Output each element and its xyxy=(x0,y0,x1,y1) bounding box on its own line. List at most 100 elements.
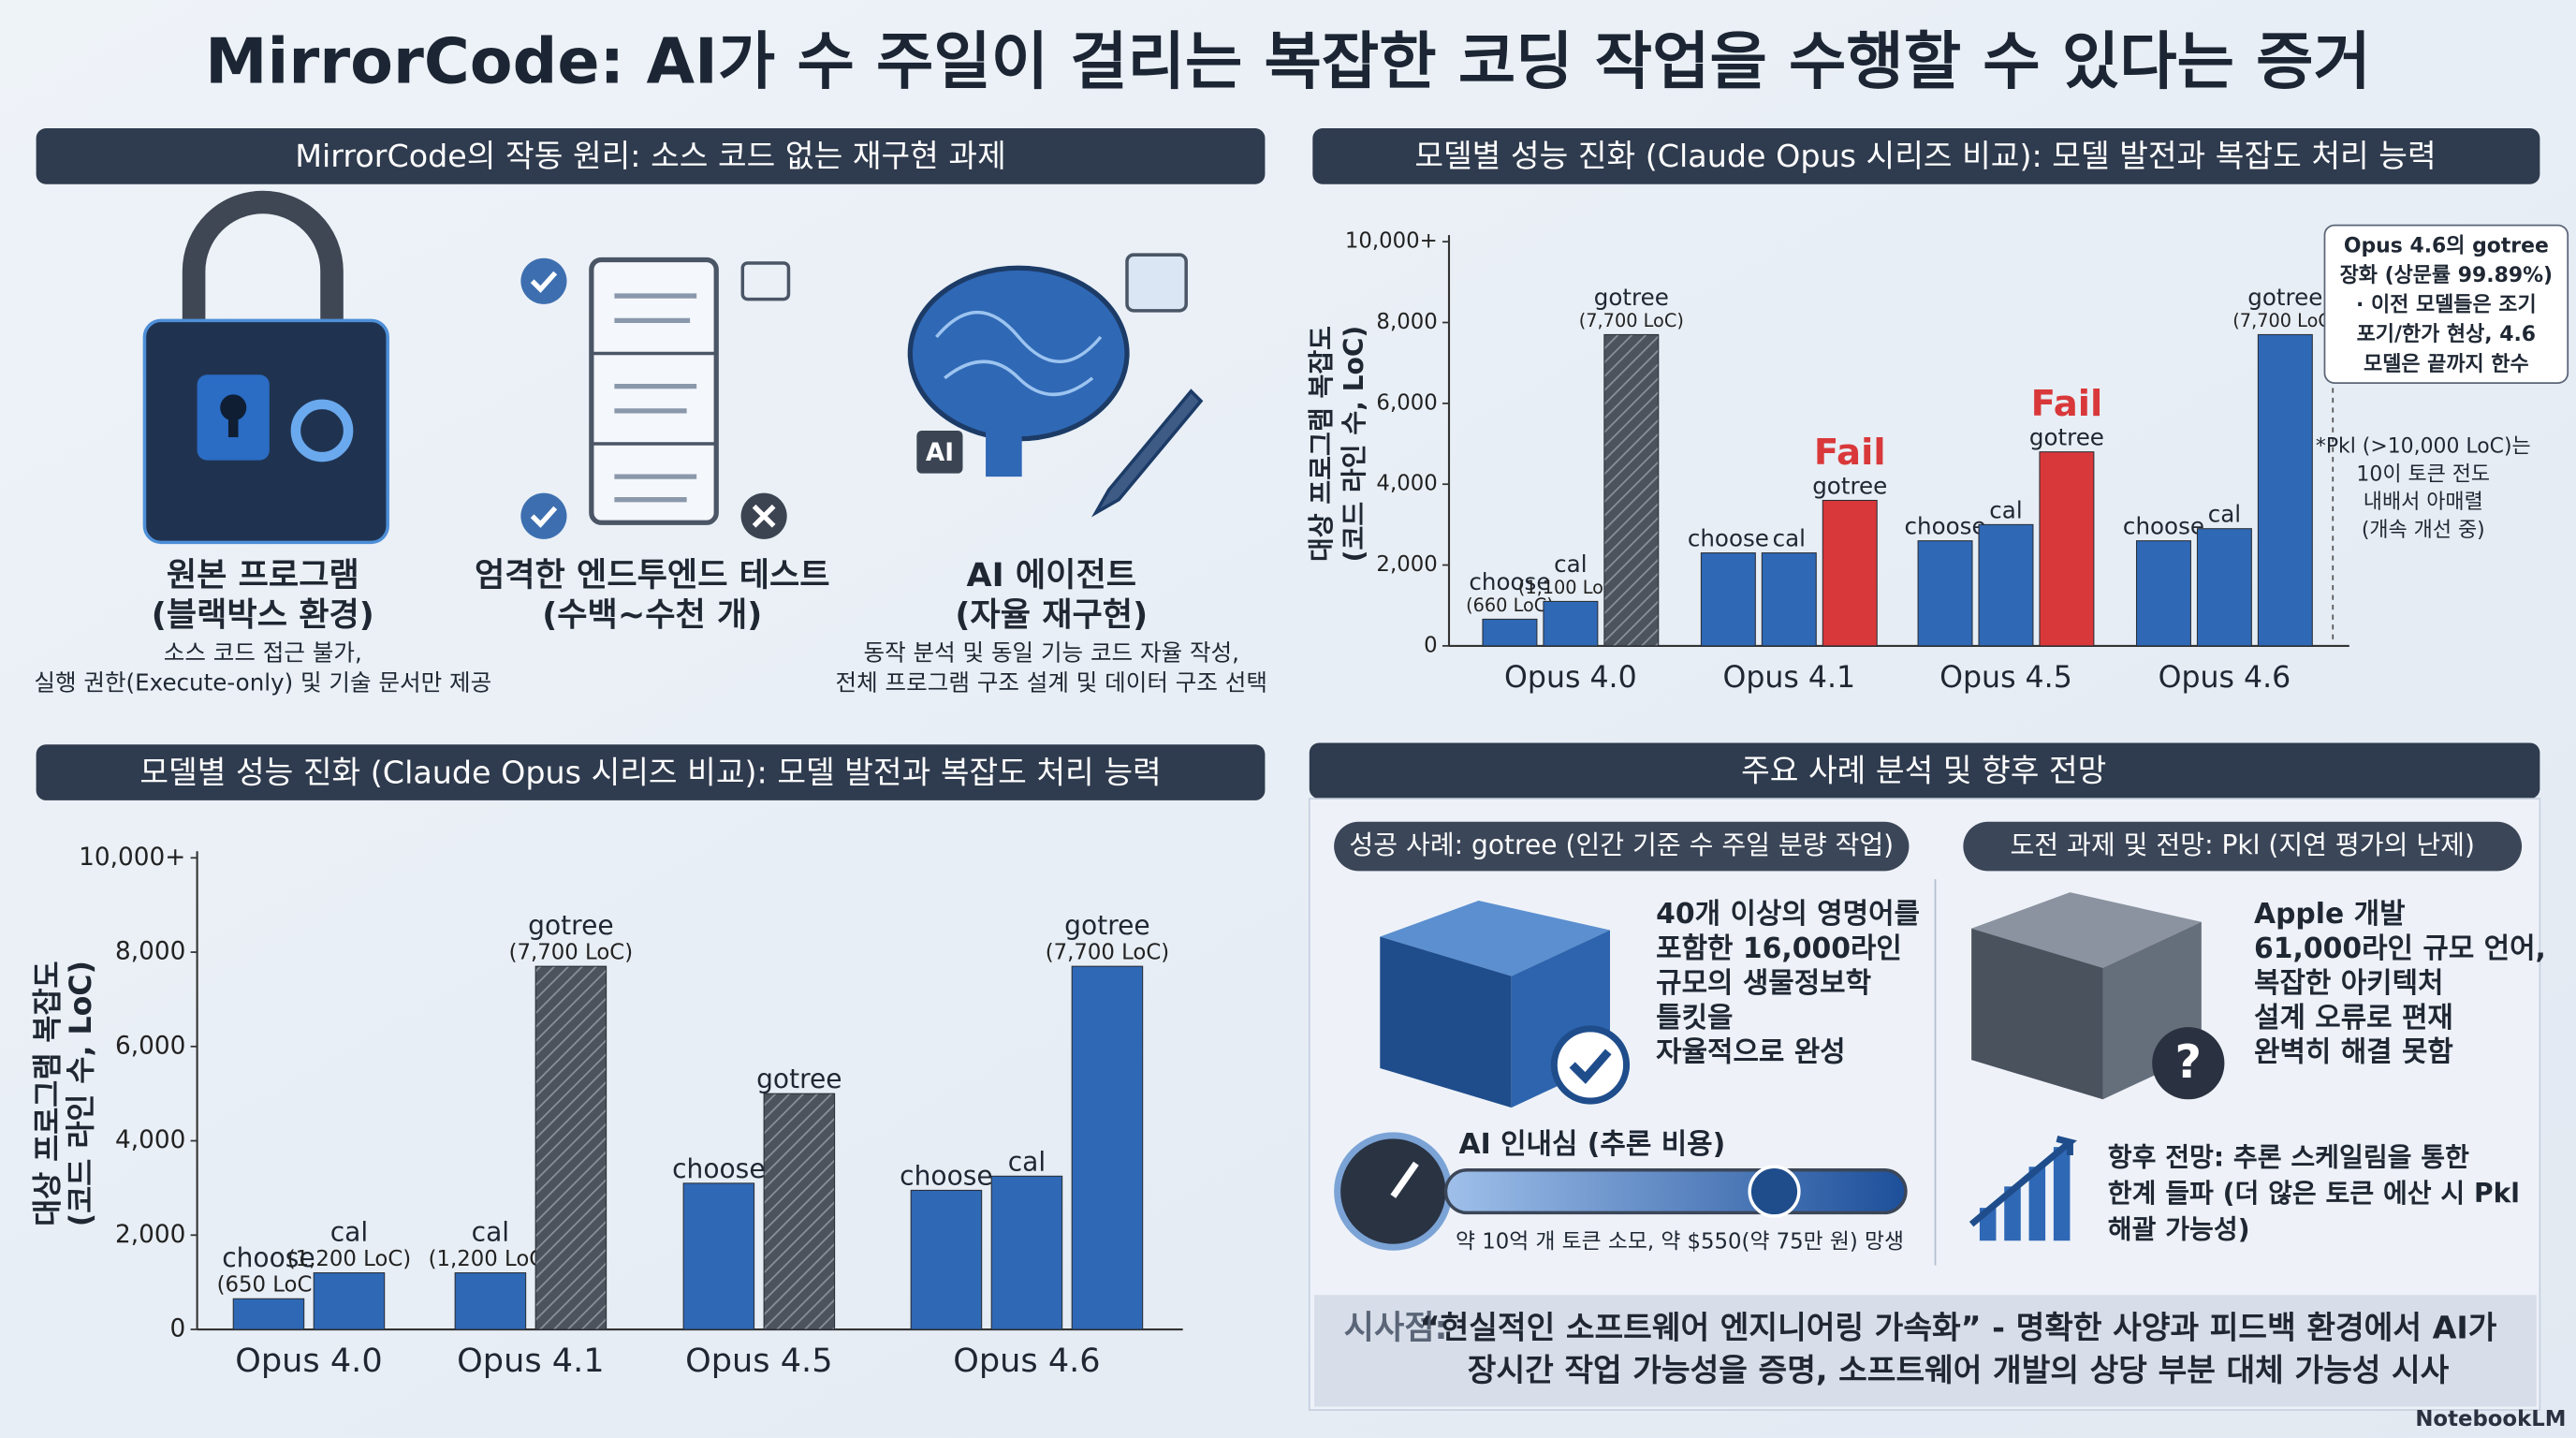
y-tick-label: 10,000+ xyxy=(1345,229,1438,254)
y-tick-label: 8,000 xyxy=(115,938,185,966)
bar xyxy=(313,1272,386,1330)
x-tick-label: Opus 4.6 xyxy=(953,1342,1100,1380)
implication-bg xyxy=(1314,1295,2537,1407)
bar xyxy=(2135,540,2191,647)
brain-icon: AI xyxy=(907,253,1204,518)
document-icon xyxy=(520,257,791,539)
subheading: 도전 과제 및 전망: Pkl (지연 평가의 난제) xyxy=(2010,829,2474,860)
x-tick-label: Opus 4.0 xyxy=(235,1342,382,1380)
implication-text: “현실적인 소프트웨어 엔지니어링 가속화” - 명확한 사양과 피드백 환경에… xyxy=(1420,1310,2497,1346)
value-label: (7,700 LoC) xyxy=(2232,310,2337,331)
y-tick-label: 6,000 xyxy=(1376,390,1437,415)
case-text: 61,000라인 규모 언어, xyxy=(2254,932,2546,965)
callout-text: 포기/한가 현상, 4.6 xyxy=(2357,323,2536,346)
speedometer xyxy=(1334,1132,1908,1251)
y-tick-label: 8,000 xyxy=(1376,310,1437,334)
item-desc: 소스 코드 접근 불가, xyxy=(164,639,362,667)
callout-text: 장화 (상문률 99.89%) xyxy=(2340,264,2553,287)
y-tick-label: 2,000 xyxy=(1376,552,1437,577)
value-label: (1,100 LoC) xyxy=(1518,577,1623,598)
case-text: 규모의 생물정보학 xyxy=(1656,967,1871,1000)
subheading-bg xyxy=(1334,821,1910,872)
note-text: 내배서 아매렬 xyxy=(2364,491,2483,514)
bar xyxy=(1761,552,1817,647)
outlook-text: 한계 들파 (더 않은 토큰 에산 시 Pkl xyxy=(2108,1178,2520,1209)
bar xyxy=(534,965,607,1330)
bar-label: choose xyxy=(2123,513,2204,540)
item-desc: 전체 프로그램 구조 설계 및 데이터 구조 선택 xyxy=(836,668,1267,696)
bar-label: choose xyxy=(1469,568,1550,595)
case-text: 틀킷을 xyxy=(1656,1002,1733,1034)
y-axis-label: (코드 라인 수, LoC) xyxy=(1339,326,1369,563)
item-desc: 실행 권한(Execute-only) 및 기술 문서만 제공 xyxy=(34,668,491,696)
x-tick-label: Opus 4.1 xyxy=(1722,661,1855,695)
value-label: (7,700 LoC) xyxy=(1046,941,1169,965)
value-label: (1,200 LoC) xyxy=(429,1247,552,1271)
callout-box xyxy=(2323,224,2569,384)
bar xyxy=(454,1272,527,1330)
y-tick-label: 0 xyxy=(1424,633,1438,657)
y-tick-label: 4,000 xyxy=(115,1126,185,1154)
bar-label: choose xyxy=(1688,525,1769,552)
value-label: (660 LoC) xyxy=(1466,594,1554,616)
item-title: (자율 재구현) xyxy=(955,595,1148,634)
bar-label: choose xyxy=(222,1242,315,1273)
section-heading: 모델별 성능 진화 (Claude Opus 시리즈 비교): 모델 발전과 복… xyxy=(1414,138,2436,174)
bar xyxy=(763,1093,836,1330)
bar-label: gotree xyxy=(1812,472,1887,499)
bar xyxy=(2039,451,2095,647)
section-heading-bg xyxy=(1312,128,2540,184)
implication-label: 시사점: xyxy=(1344,1309,1448,1347)
bar-annotation: Fail xyxy=(1814,432,1886,474)
x-tick-label: Opus 4.5 xyxy=(685,1342,832,1380)
cost-title: AI 인내심 (추론 비용) xyxy=(1459,1128,1726,1161)
bar-label: gotree xyxy=(2247,284,2322,311)
item-title: 엄격한 엔드투엔드 테스트 xyxy=(475,556,830,594)
bar-label: choose xyxy=(1905,513,1986,540)
cost-text: 약 10억 개 토큰 소모, 약 $550(약 75만 원) 망생 xyxy=(1456,1230,1904,1255)
case-text: 40개 이상의 영명어를 xyxy=(1656,898,1920,931)
bar xyxy=(1978,523,2034,647)
item-title: (블랙박스 환경) xyxy=(152,595,374,634)
growth-icon xyxy=(1969,1136,2077,1241)
callout-text: 모델은 끝까지 한수 xyxy=(2364,353,2529,376)
svg-text:?: ? xyxy=(2175,1034,2203,1089)
page-title: MirrorCode: AI가 수 주일이 걸리는 복잡한 코딩 작업을 수행할… xyxy=(205,24,2371,97)
bar xyxy=(2257,333,2313,647)
bar-label: cal xyxy=(1773,525,1806,552)
bar xyxy=(1482,618,1538,647)
y-tick-label: 4,000 xyxy=(1376,472,1437,496)
note-text: (개속 개선 중) xyxy=(2362,519,2485,542)
y-tick-label: 10,000+ xyxy=(79,844,185,872)
case-text: 복잡한 아키텍처 xyxy=(2254,967,2443,1000)
bar xyxy=(232,1298,305,1330)
lock-icon xyxy=(142,190,389,545)
x-tick-label: Opus 4.1 xyxy=(457,1342,604,1380)
item-title: AI 에이전트 xyxy=(966,556,1136,594)
bar-label: choose xyxy=(672,1153,766,1184)
x-tick-label: Opus 4.5 xyxy=(1939,661,2072,695)
bar-label: gotree xyxy=(528,910,614,941)
value-label: (7,700 LoC) xyxy=(509,941,633,965)
value-label: (7,700 LoC) xyxy=(1579,310,1684,331)
bar-label: choose xyxy=(900,1160,993,1191)
bar-label: cal xyxy=(1989,496,2022,523)
cube-icon xyxy=(1380,900,1631,1108)
bar-label: cal xyxy=(1554,550,1587,578)
item-title: (수백~수천 개) xyxy=(542,595,762,634)
bar-label: cal xyxy=(1008,1146,1046,1177)
bar xyxy=(1700,552,1756,647)
bar-label: cal xyxy=(330,1216,368,1247)
y-axis-label: 대상 프로그램 복잡도 xyxy=(32,961,66,1225)
note-text: *Pkl (>10,000 LoC)는 xyxy=(2316,435,2531,459)
section-heading: 모델별 성능 진화 (Claude Opus 시리즈 비교): 모델 발전과 복… xyxy=(139,754,1161,790)
case-text: 설계 오류로 편재 xyxy=(2254,1002,2453,1034)
icon-label: AI xyxy=(926,439,954,467)
y-axis-label: 대상 프로그램 복잡도 xyxy=(1306,326,1337,562)
bar xyxy=(1822,499,1878,647)
section-heading-bg xyxy=(1309,742,2540,800)
callout-text: · 이전 모델들은 조기 xyxy=(2356,294,2537,317)
bar xyxy=(1543,600,1599,647)
